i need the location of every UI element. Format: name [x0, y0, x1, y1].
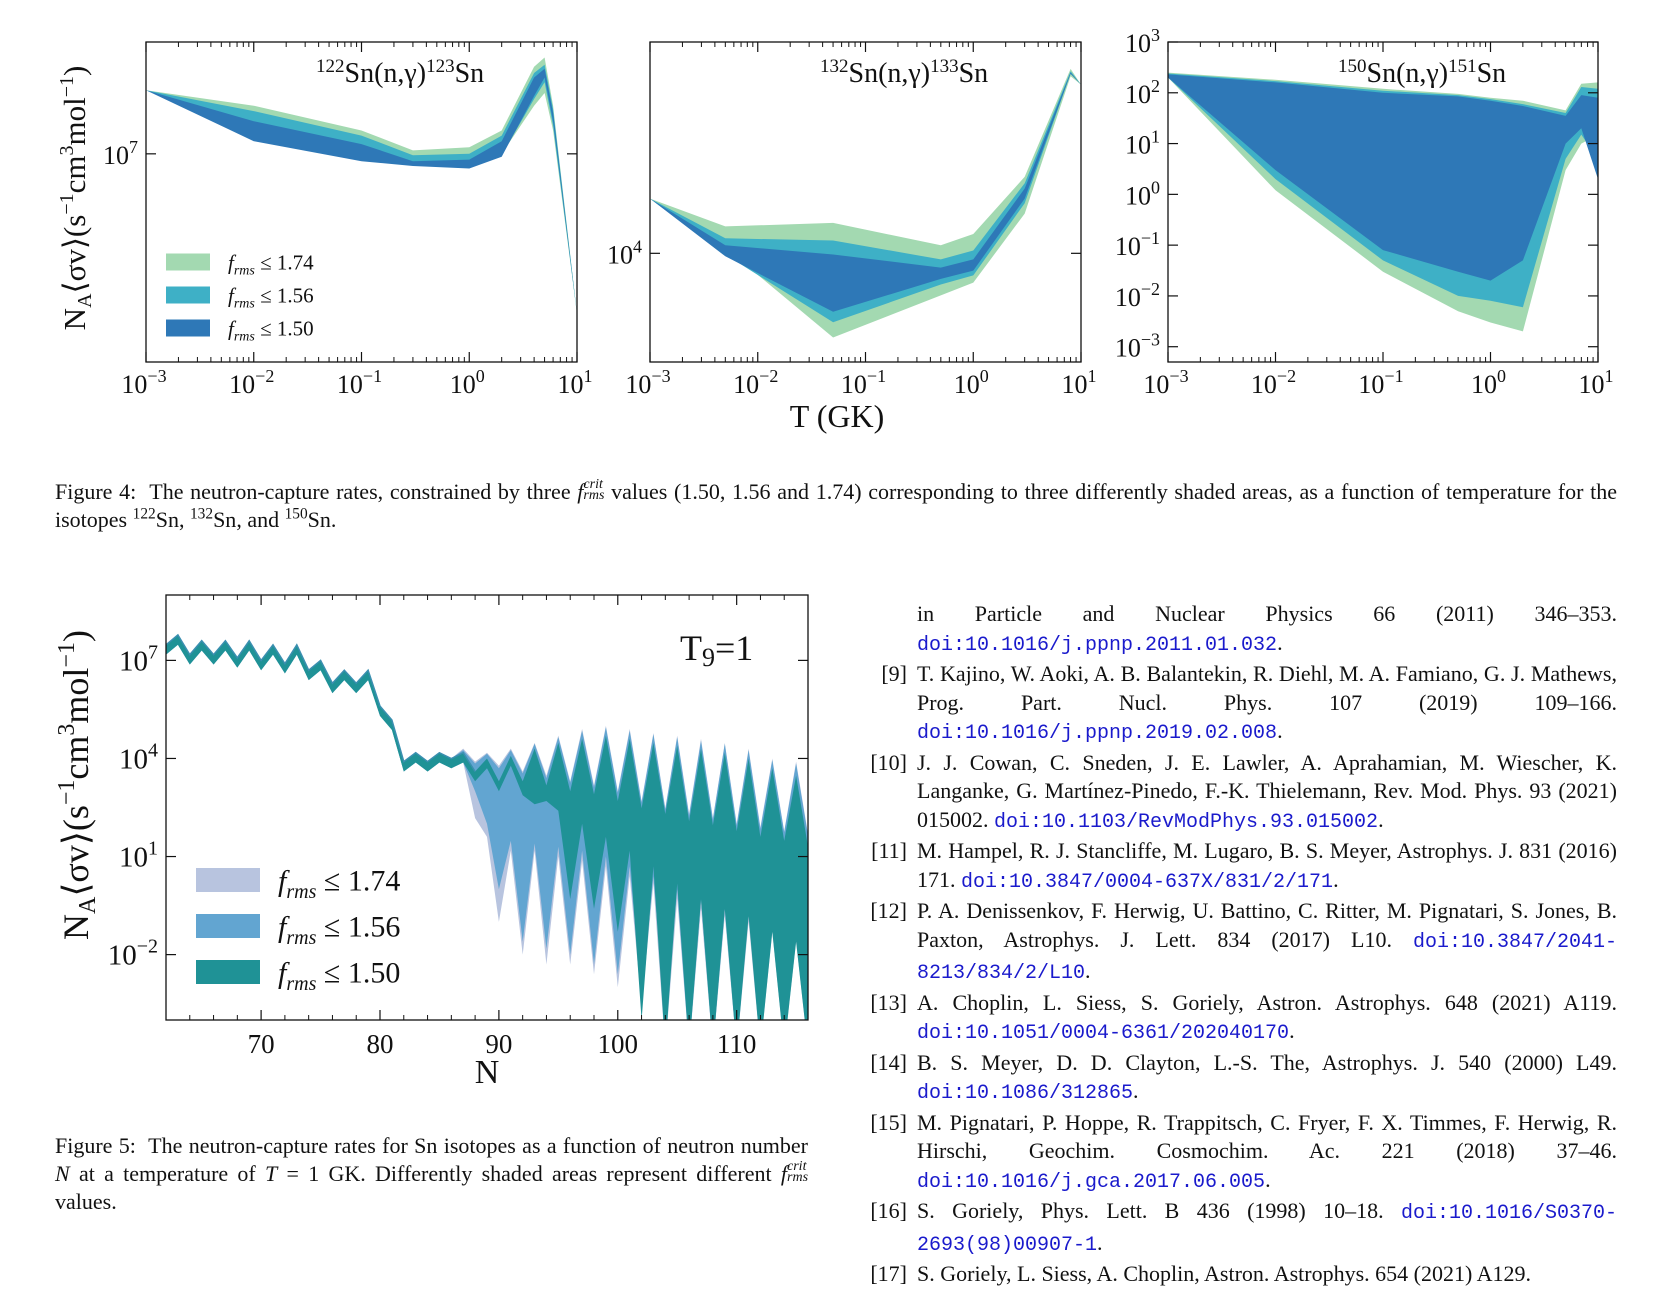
legend-swatch — [166, 253, 210, 271]
doi-link[interactable]: doi:10.3847/0004-637X/831/2/171 — [961, 870, 1334, 894]
x-tick-label: 90 — [485, 1029, 512, 1059]
x-tick-label: 100 — [450, 366, 485, 399]
x-tick-label: 100 — [598, 1029, 639, 1059]
fig4-xlabel: T (GK) — [790, 398, 885, 434]
x-tick-label: 70 — [248, 1029, 275, 1059]
doi-link[interactable]: doi:10.3847/2041-8213/834/2/L10 — [917, 930, 1618, 986]
reference-item: [9] T. Kajino, W. Aoki, A. B. Balantekin,… — [881, 661, 1617, 745]
x-tick-label: 101 — [1579, 366, 1614, 399]
doi-link[interactable]: doi:10.1103/RevModPhys.93.015002 — [994, 810, 1379, 834]
y-tick-label: 100 — [1125, 177, 1160, 210]
legend-swatch — [196, 868, 260, 892]
panel-150sn: 10−3 10−2 10−1 100 101 103 102 101 100 10−1 10−2 10… — [1115, 25, 1614, 399]
panel-132sn: 10−3 10−2 10−1 100 101 104 132Sn(n,γ)133Sn — [607, 41, 1097, 399]
x-tick-label: 10−1 — [841, 366, 886, 399]
plot-frame — [165, 594, 809, 1021]
y-tick-label: 104 — [607, 236, 642, 269]
y-tick-label: 10−2 — [108, 936, 158, 972]
x-tick-label: 10−2 — [229, 366, 274, 399]
legend-label: frms ≤ 1.50 — [278, 957, 400, 996]
x-tick-label: 10−1 — [337, 366, 382, 399]
y-tick-label: 10−1 — [1115, 228, 1160, 261]
reference-item: [10] J. J. Cowan, C. Sneden, J. E. Lawler… — [870, 749, 1617, 834]
legend-swatch — [166, 319, 210, 337]
reference-item: [15] M. Pignatari, P. Hoppe, R. Trappitsc… — [870, 1109, 1617, 1194]
doi-link[interactable]: doi:10.1016/j.gca.2017.06.005 — [917, 1170, 1266, 1194]
x-tick-label: 10−3 — [121, 366, 166, 399]
y-tick-label: 103 — [1125, 25, 1160, 58]
x-tick-label: 101 — [1062, 366, 1097, 399]
panel-title: 122Sn(n,γ)123Sn — [316, 56, 484, 89]
band-1-74 — [146, 57, 577, 314]
x-tick-label: 101 — [558, 366, 593, 399]
y-tick-label: 102 — [1125, 76, 1160, 109]
x-tick-label: 10−1 — [1358, 366, 1403, 399]
x-tick-label: 80 — [367, 1029, 394, 1059]
band-1-50 — [146, 68, 577, 314]
y-tick-label: 107 — [119, 641, 158, 677]
reference-item: [11] M. Hampel, R. J. Stancliffe, M. Luga… — [871, 838, 1617, 894]
x-tick-label: 100 — [954, 366, 989, 399]
figure-4: NA⟨σv⟩(s−1cm3mol−1) 10−3 10−2 10−1 100 10110… — [56, 25, 1614, 434]
x-tick-label: 10−3 — [625, 366, 670, 399]
band-1-50 — [166, 634, 808, 1020]
panel-sn-isotopes: 70 80 90 100 110 107 104 101 10−2 — [108, 594, 809, 1059]
x-tick-label: 110 — [717, 1029, 757, 1059]
rate-line — [166, 633, 476, 772]
fig5-annotation: T9=1 — [680, 628, 753, 672]
panel-title: 150Sn(n,γ)151Sn — [1338, 56, 1506, 89]
reference-item: [14] B. S. Meyer, D. D. Clayton, L.-S. Th… — [870, 1049, 1617, 1106]
reference-item: [13] A. Choplin, L. Siess, S. Goriely, As… — [870, 989, 1617, 1046]
legend-label: frms ≤ 1.50 — [228, 316, 314, 344]
reference-list: in Particle and Nuclear Physics 66 (2011… — [862, 600, 1617, 1292]
doi-link[interactable]: doi:10.1016/j.ppnp.2019.02.008 — [917, 722, 1278, 745]
reference-item: [16] S. Goriely, Phys. Lett. B 436 (1998)… — [870, 1198, 1618, 1257]
fig5-legend: frms ≤ 1.74 frms ≤ 1.56 frms ≤ 1.50 — [196, 865, 400, 996]
panel-122sn: 10−3 10−2 10−1 100 101 107 122Sn(n,γ)123Sn — [103, 41, 593, 399]
band-1-50 — [1168, 74, 1598, 281]
x-tick-label: 100 — [1471, 366, 1506, 399]
x-tick-label: 10−3 — [1143, 366, 1188, 399]
fig4-ylabel: NA⟨σv⟩(s−1cm3mol−1) — [56, 66, 96, 331]
y-tick-label: 104 — [119, 739, 158, 775]
legend-swatch — [196, 914, 260, 938]
legend-label: frms ≤ 1.56 — [278, 911, 400, 950]
panel-title: 132Sn(n,γ)133Sn — [820, 56, 988, 89]
doi-link[interactable]: doi:10.1086/312865 — [917, 1082, 1134, 1105]
band-1-50 — [650, 72, 1081, 312]
x-tick-label: 10−2 — [1251, 366, 1296, 399]
plot-frame — [145, 41, 578, 363]
doi-link[interactable]: doi:10.1016/j.ppnp.2011.01.032 — [917, 633, 1278, 657]
reference-item: in Particle and Nuclear Physics 66 (2011… — [917, 601, 1617, 657]
fig4-legend: frms ≤ 1.74 frms ≤ 1.56 frms ≤ 1.50 — [166, 250, 314, 345]
fig5-xlabel: N — [475, 1054, 500, 1091]
legend-label: frms ≤ 1.74 — [278, 865, 400, 904]
fig5-ylabel: NA⟨σv⟩(s−1cm3mol−1) — [54, 630, 101, 940]
figure-4-caption: Figure 4: The neutron-capture rates, con… — [55, 476, 1618, 532]
doi-link[interactable]: doi:10.1051/0004-6361/202040170 — [917, 1022, 1290, 1045]
legend-label: frms ≤ 1.56 — [228, 283, 314, 311]
legend-swatch — [196, 960, 260, 984]
y-tick-label: 101 — [119, 838, 158, 874]
figure-5-caption: Figure 5: The neutron-capture rates for … — [55, 1133, 809, 1214]
y-tick-label: 10−3 — [1115, 330, 1160, 363]
reference-item: [17] S. Goriely, L. Siess, A. Choplin, As… — [870, 1261, 1531, 1286]
reference-item: [12] P. A. Denissenkov, F. Herwig, U. Bat… — [870, 898, 1618, 986]
x-tick-label: 10−2 — [733, 366, 778, 399]
y-tick-label: 101 — [1125, 127, 1160, 160]
legend-swatch — [166, 286, 210, 304]
figure-5: NA⟨σv⟩(s−1cm3mol−1) 70 80 90 100 110 107 104 10… — [54, 594, 809, 1091]
y-tick-label: 10−2 — [1115, 279, 1160, 312]
legend-label: frms ≤ 1.74 — [228, 250, 314, 278]
y-tick-label: 107 — [103, 137, 138, 170]
